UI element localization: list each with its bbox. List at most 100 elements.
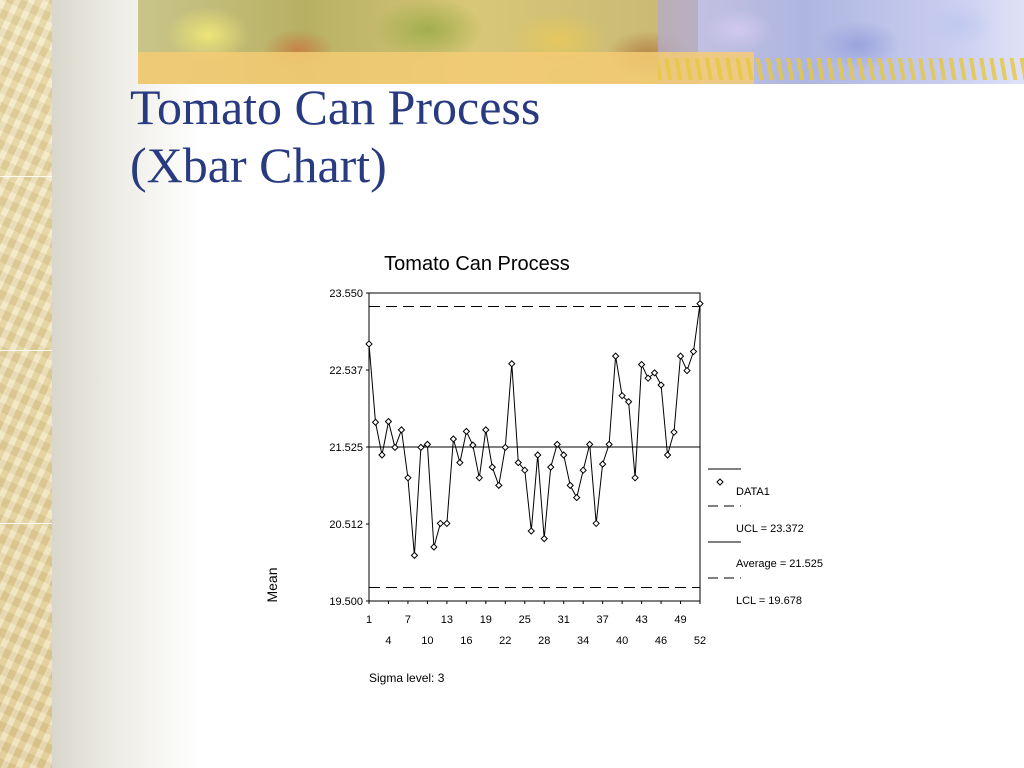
data-point: [676, 352, 685, 360]
data-point: [410, 551, 419, 560]
x-tick-label: 1: [366, 614, 372, 626]
data-point: [572, 493, 581, 502]
data-point: [404, 474, 412, 482]
data-point: [430, 543, 438, 551]
x-tick-label: 31: [558, 614, 570, 626]
data-point: [683, 366, 691, 375]
legend-label: Average = 21.525: [736, 558, 823, 570]
y-tick-label: 19.500: [329, 596, 363, 608]
x-tick-label: 13: [441, 614, 453, 626]
data-point: [559, 451, 568, 459]
data-point: [449, 435, 458, 443]
x-tick-label: 46: [655, 635, 667, 647]
data-point: [391, 443, 399, 452]
data-point: [521, 466, 529, 474]
data-point: [696, 299, 704, 308]
x-tick-label: 34: [577, 635, 589, 647]
data-point: [650, 369, 659, 377]
x-tick-label: 25: [519, 614, 531, 626]
legend-label: UCL = 23.372: [736, 523, 804, 535]
x-tick-label: 10: [421, 635, 433, 647]
data-point: [462, 427, 471, 436]
data-point: [624, 398, 633, 406]
data-point: [553, 440, 561, 449]
x-tick-label: 7: [405, 614, 411, 626]
decorative-banner: [138, 0, 1024, 84]
x-tick-label: 40: [616, 635, 628, 647]
data-point: [670, 428, 678, 436]
data-point: [475, 474, 484, 482]
x-tick-label: 4: [385, 635, 391, 647]
x-tick-label: 19: [480, 614, 492, 626]
data-point: [443, 519, 451, 528]
y-tick-label: 21.525: [329, 442, 363, 454]
banner-accent-stripes: [658, 58, 1024, 80]
data-point: [482, 426, 490, 434]
slide-title-line1: Tomato Can Process: [130, 79, 541, 135]
x-tick-label: 28: [538, 635, 550, 647]
slide-title-line2: (Xbar Chart): [130, 137, 387, 193]
data-point: [585, 440, 594, 449]
x-tick-label: 16: [460, 635, 472, 647]
data-point: [527, 527, 535, 535]
legend-marker: [716, 478, 724, 486]
data-point: [378, 451, 386, 459]
data-point: [371, 418, 380, 426]
data-point: [598, 460, 607, 468]
y-axis-label: Mean: [264, 567, 280, 602]
series-line: [368, 303, 701, 556]
x-tick-label: 43: [635, 614, 647, 626]
legend-label: LCL = 19.678: [736, 595, 802, 607]
x-tick-label: 52: [694, 635, 706, 647]
data-point: [631, 474, 639, 482]
data-point: [579, 466, 587, 474]
x-tick-label: 22: [499, 635, 511, 647]
texture-seam: [0, 176, 52, 177]
data-point: [605, 440, 613, 449]
data-point: [397, 426, 406, 434]
data-point: [618, 391, 626, 400]
x-tick-label: 37: [597, 614, 609, 626]
data-point: [689, 347, 698, 356]
sigma-footnote: Sigma level: 3: [369, 671, 445, 685]
data-point: [657, 381, 665, 389]
slide-title: Tomato Can Process (Xbar Chart): [130, 78, 540, 194]
data-point: [540, 534, 548, 543]
y-axis: 23.550 22.537 21.525 20.512 19.500: [329, 288, 369, 608]
legend: DATA1 UCL = 23.372 Average = 21.525 LCL = 1…: [708, 468, 823, 607]
data-point: [423, 440, 432, 449]
y-tick-label: 23.550: [329, 288, 363, 300]
chart-title: Tomato Can Process: [384, 253, 570, 275]
data-point: [469, 441, 477, 449]
data-point: [592, 519, 600, 528]
data-point: [566, 481, 574, 490]
data-point: [534, 451, 542, 459]
texture-seam: [0, 523, 52, 524]
data-point: [456, 458, 464, 467]
data-point: [514, 458, 522, 467]
series-data1: [365, 299, 704, 560]
texture-seam: [0, 350, 52, 351]
y-tick-label: 22.537: [329, 365, 363, 377]
data-point: [365, 340, 373, 348]
data-point: [644, 374, 652, 382]
data-point: [501, 443, 510, 452]
data-point: [611, 352, 620, 360]
background-shade: [52, 0, 202, 768]
data-point: [495, 481, 503, 490]
data-point: [547, 463, 555, 471]
legend-label: DATA1: [736, 486, 770, 498]
data-point: [508, 360, 516, 368]
data-point: [436, 519, 445, 528]
data-point: [417, 443, 425, 452]
data-point: [637, 360, 646, 369]
x-axis: 1 7 13 19 25 31 37 43 49 4 10 16 22 28 34 40 46 52: [366, 601, 706, 647]
data-point: [488, 463, 497, 471]
x-tick-label: 49: [674, 614, 686, 626]
banner-accent-bar: [138, 52, 754, 84]
data-point: [663, 451, 672, 459]
background-texture-strip: [0, 0, 52, 768]
data-point: [384, 417, 393, 426]
y-tick-label: 20.512: [329, 519, 363, 531]
